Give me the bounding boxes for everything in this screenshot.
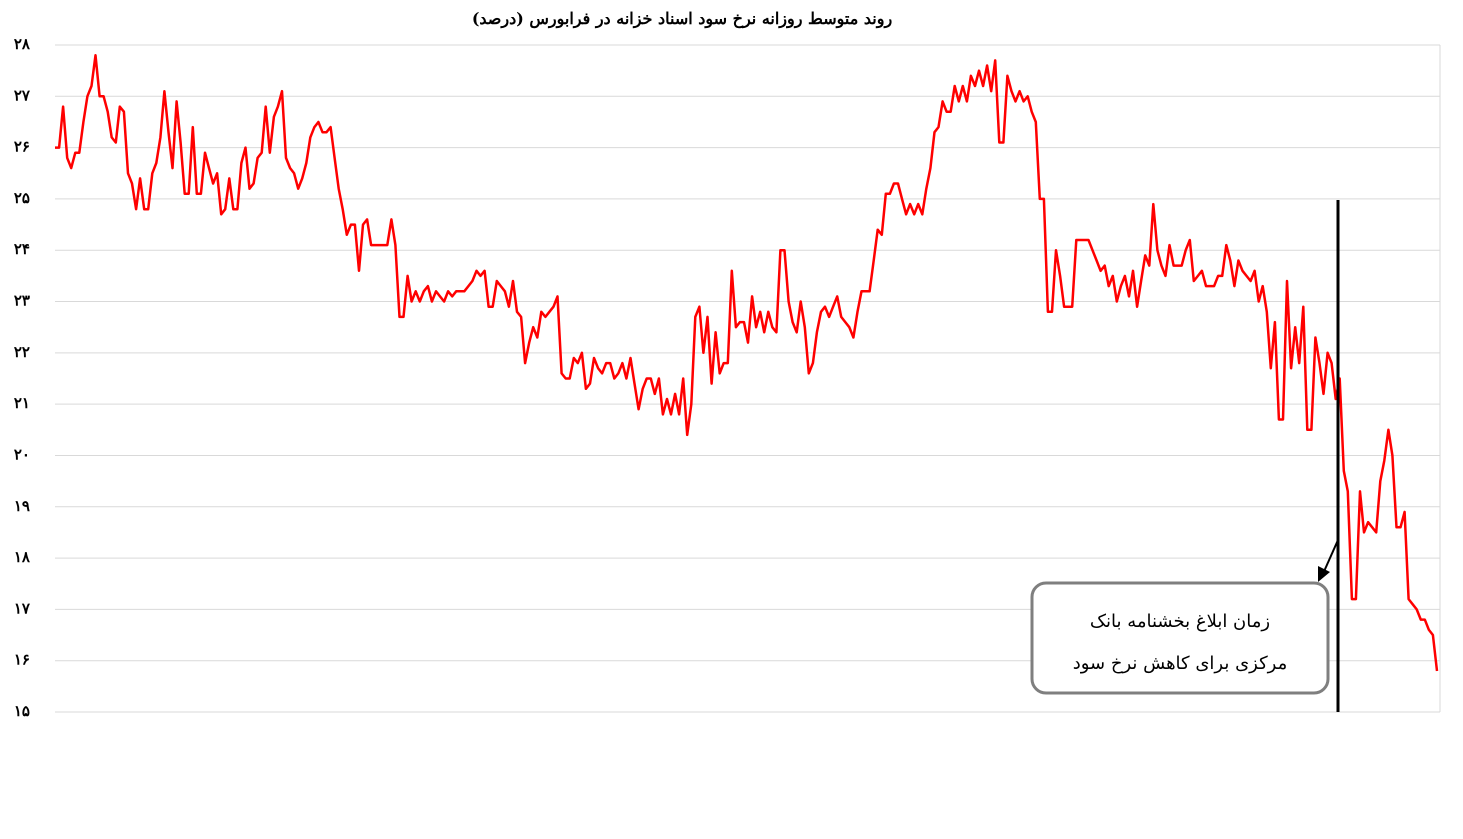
y-tick-label: ۲۳ (14, 292, 30, 310)
y-tick-label: ۲۵ (14, 189, 30, 207)
y-tick-label: ۲۶ (14, 138, 30, 156)
y-tick-label: ۲۷ (14, 86, 31, 104)
y-tick-label: ۲۴ (14, 240, 30, 258)
y-tick-label: ۲۰ (14, 445, 30, 463)
plot (55, 54, 1439, 672)
y-tick-label: ۲۱ (14, 394, 30, 412)
annotation-line: زمان ابلاغ بخشنامه بانک (1090, 611, 1270, 632)
y-tick-label: ۱۸ (14, 548, 31, 566)
data-line (55, 54, 1439, 672)
y-tick-label: ۱۷ (14, 599, 31, 617)
y-tick-label: ۱۹ (14, 497, 30, 515)
annotation-box (1030, 581, 1330, 695)
y-tick-label: ۱۶ (14, 651, 30, 669)
arrow-head (1318, 566, 1330, 582)
y-tick-label: ۱۵ (14, 702, 30, 720)
y-tick-label: ۲۲ (14, 343, 30, 361)
annotation-line: مرکزی برای کاهش نرخ سود (1073, 653, 1288, 674)
chart-title: روند متوسط روزانه نرخ سود اسناد خزانه در… (472, 9, 893, 29)
y-tick-label: ۲۸ (14, 35, 31, 53)
